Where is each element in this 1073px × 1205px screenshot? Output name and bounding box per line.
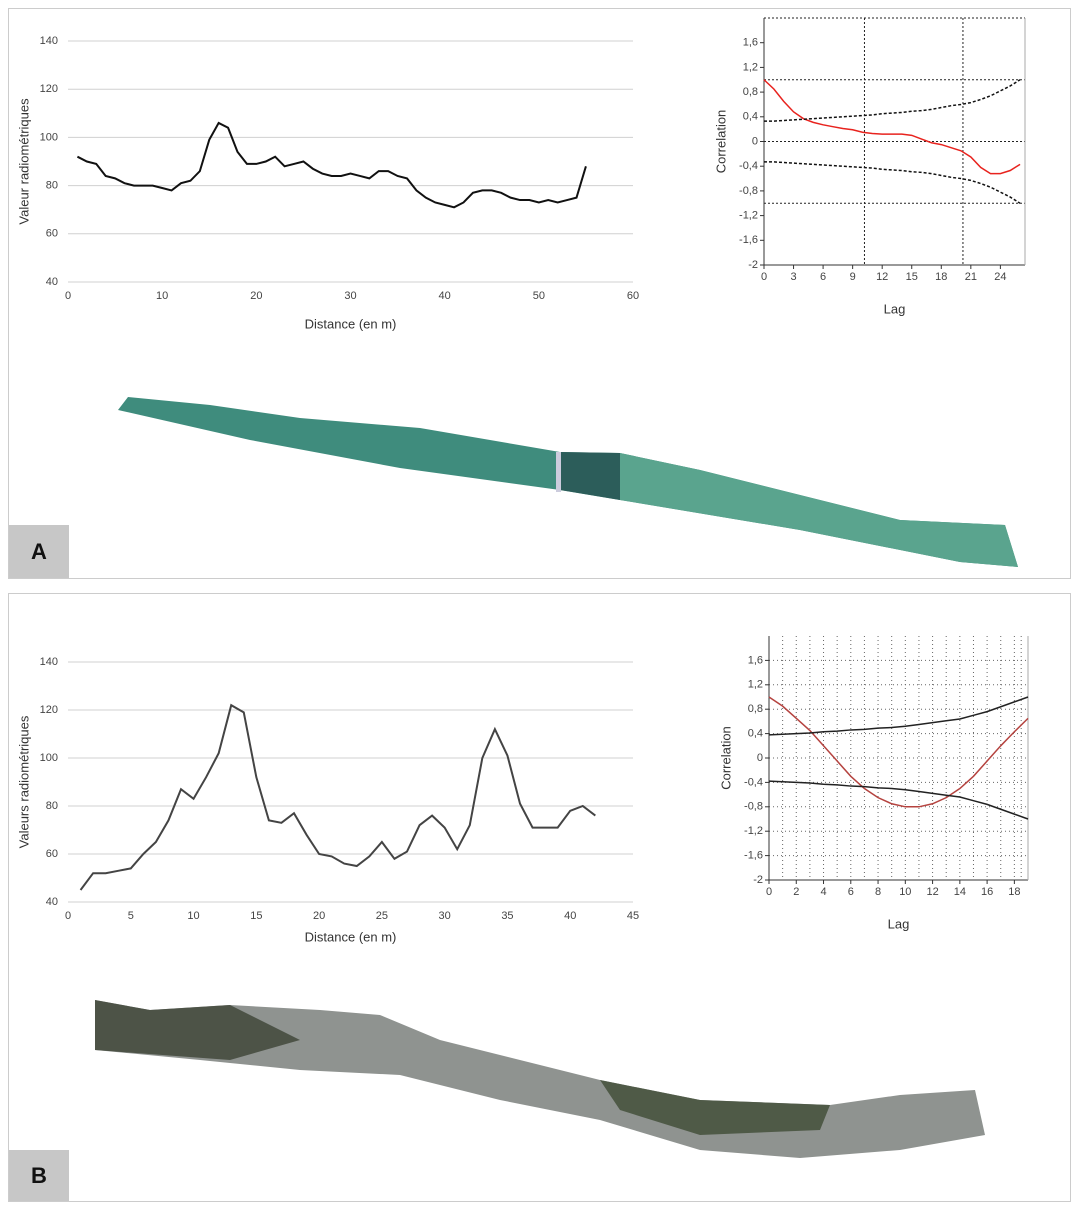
y-tick-label: 1,2 bbox=[743, 61, 758, 73]
x-tick-label: 30 bbox=[344, 290, 356, 302]
y-tick-label: 140 bbox=[40, 35, 58, 47]
y-axis-title: Valeurs radiométriques bbox=[16, 715, 31, 848]
y-tick-label: -0,8 bbox=[739, 185, 758, 197]
y-tick-label: 40 bbox=[46, 276, 58, 288]
x-tick-label: 4 bbox=[820, 886, 826, 898]
x-tick-label: 50 bbox=[533, 290, 545, 302]
y-tick-label: 0 bbox=[757, 752, 763, 764]
river-strip bbox=[620, 453, 1018, 567]
y-tick-label: 120 bbox=[40, 83, 58, 95]
panel-label: B bbox=[31, 1163, 47, 1188]
x-tick-label: 35 bbox=[501, 910, 513, 922]
x-tick-label: 0 bbox=[766, 886, 772, 898]
x-tick-label: 0 bbox=[65, 290, 71, 302]
data-line bbox=[79, 703, 596, 891]
data-line bbox=[768, 696, 1029, 736]
y-tick-label: 60 bbox=[46, 848, 58, 860]
data-line bbox=[768, 780, 1029, 820]
x-tick-label: 3 bbox=[790, 271, 796, 283]
y-tick-label: 40 bbox=[46, 896, 58, 908]
x-tick-label: 6 bbox=[820, 271, 826, 283]
y-tick-label: 1,6 bbox=[748, 654, 763, 666]
y-tick-label: 0,8 bbox=[748, 703, 763, 715]
y-tick-label: -0,8 bbox=[744, 801, 763, 813]
x-tick-label: 6 bbox=[848, 886, 854, 898]
y-axis-title: Correlation bbox=[718, 726, 733, 790]
x-tick-label: 12 bbox=[876, 271, 888, 283]
data-line bbox=[764, 161, 1021, 204]
panel-frame bbox=[8, 593, 1071, 1202]
x-tick-label: 30 bbox=[439, 910, 451, 922]
y-tick-label: 100 bbox=[40, 131, 58, 143]
x-tick-label: 14 bbox=[954, 886, 966, 898]
x-tick-label: 5 bbox=[128, 910, 134, 922]
river-strip bbox=[600, 1080, 830, 1135]
y-tick-label: -1,2 bbox=[739, 210, 758, 222]
x-tick-label: 40 bbox=[564, 910, 576, 922]
panel-label-box bbox=[9, 525, 69, 578]
x-tick-label: 15 bbox=[250, 910, 262, 922]
x-tick-label: 15 bbox=[906, 271, 918, 283]
x-axis-title: Distance (en m) bbox=[305, 316, 397, 331]
river-strip bbox=[560, 452, 620, 500]
x-tick-label: 10 bbox=[187, 910, 199, 922]
river-strip bbox=[95, 1000, 300, 1060]
x-tick-label: 9 bbox=[850, 271, 856, 283]
x-tick-label: 18 bbox=[935, 271, 947, 283]
x-tick-label: 10 bbox=[899, 886, 911, 898]
y-tick-label: -0,4 bbox=[739, 160, 758, 172]
x-tick-label: 8 bbox=[875, 886, 881, 898]
x-tick-label: 10 bbox=[156, 290, 168, 302]
data-line bbox=[763, 79, 1021, 175]
x-tick-label: 21 bbox=[965, 271, 977, 283]
x-tick-label: 25 bbox=[376, 910, 388, 922]
y-tick-label: 0,8 bbox=[743, 86, 758, 98]
x-tick-label: 20 bbox=[313, 910, 325, 922]
y-tick-label: 1,6 bbox=[743, 37, 758, 49]
y-tick-label: 80 bbox=[46, 180, 58, 192]
panel-frame bbox=[8, 8, 1071, 579]
x-tick-label: 60 bbox=[627, 290, 639, 302]
river-strip bbox=[556, 452, 561, 492]
x-axis-title: Distance (en m) bbox=[305, 929, 397, 944]
panel-label-box bbox=[9, 1150, 69, 1201]
y-tick-label: 140 bbox=[40, 656, 58, 668]
x-axis-title: Lag bbox=[888, 916, 910, 931]
y-tick-label: 120 bbox=[40, 704, 58, 716]
y-tick-label: 1,2 bbox=[748, 679, 763, 691]
y-axis-title: Correlation bbox=[713, 110, 728, 174]
y-tick-label: -1,6 bbox=[744, 850, 763, 862]
y-tick-label: 100 bbox=[40, 752, 58, 764]
x-tick-label: 18 bbox=[1008, 886, 1020, 898]
y-tick-label: -1,6 bbox=[739, 234, 758, 246]
panel-label: A bbox=[31, 539, 47, 564]
y-tick-label: -2 bbox=[748, 259, 758, 271]
y-tick-label: 0,4 bbox=[743, 111, 758, 123]
y-tick-label: -2 bbox=[753, 874, 763, 886]
x-tick-label: 45 bbox=[627, 910, 639, 922]
data-line bbox=[768, 696, 1029, 808]
y-tick-label: -0,4 bbox=[744, 776, 763, 788]
x-tick-label: 2 bbox=[793, 886, 799, 898]
x-axis-title: Lag bbox=[884, 301, 906, 316]
x-tick-label: 24 bbox=[994, 271, 1006, 283]
y-tick-label: 0,4 bbox=[748, 728, 763, 740]
x-tick-label: 0 bbox=[65, 910, 71, 922]
y-tick-label: 60 bbox=[46, 228, 58, 240]
y-tick-label: 80 bbox=[46, 800, 58, 812]
x-tick-label: 12 bbox=[926, 886, 938, 898]
y-tick-label: -1,2 bbox=[744, 825, 763, 837]
x-tick-label: 40 bbox=[439, 290, 451, 302]
data-line bbox=[76, 121, 587, 209]
x-tick-label: 0 bbox=[761, 271, 767, 283]
y-tick-label: 0 bbox=[752, 135, 758, 147]
data-line bbox=[764, 79, 1021, 122]
y-axis-title: Valeur radiométriques bbox=[16, 98, 31, 225]
x-tick-label: 16 bbox=[981, 886, 993, 898]
x-tick-label: 20 bbox=[250, 290, 262, 302]
